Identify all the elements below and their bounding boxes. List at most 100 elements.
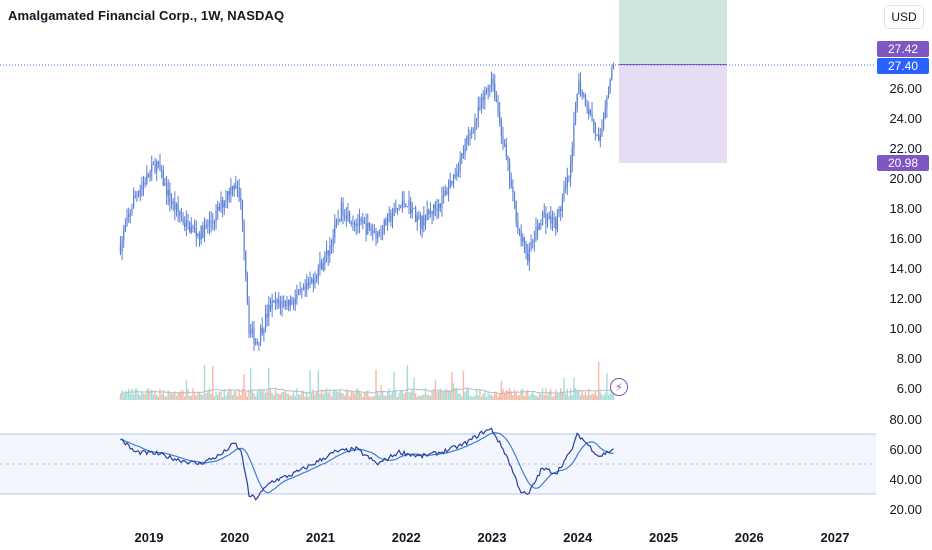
candle-body (316, 277, 318, 279)
candle-body (230, 186, 232, 196)
candle-body (459, 158, 461, 171)
volume-bar (439, 388, 442, 400)
volume-bar (332, 391, 334, 400)
candle-body (609, 80, 611, 92)
candle-body (540, 223, 542, 226)
candle-body (588, 109, 590, 114)
candle-body (133, 196, 135, 209)
candle-body (469, 133, 471, 136)
candle-body (227, 191, 229, 201)
rsi-tick-label: 20.00 (889, 502, 922, 517)
candle-body (408, 200, 410, 207)
volume-bar (467, 389, 470, 400)
candle-body (439, 203, 441, 208)
rsi-axis[interactable]: 20.00 40.00 60.00 80.00 (889, 412, 922, 517)
volume-pane (119, 361, 615, 400)
price-tag-last: 27.40 (877, 58, 929, 74)
volume-bar (263, 390, 265, 400)
candle-body (271, 300, 273, 309)
volume-bar (146, 389, 148, 400)
candle-body (299, 289, 301, 291)
candle-body (533, 240, 535, 242)
candle-body (241, 200, 244, 222)
volume-bar (329, 389, 331, 400)
candle-body (561, 199, 563, 211)
volume-bar (578, 389, 580, 400)
volume-bar (197, 391, 199, 400)
volume-bar (230, 390, 232, 400)
time-axis[interactable]: 2019 2020 2021 2022 2023 2024 2025 2026 2027 (135, 530, 850, 545)
volume-bar (436, 391, 438, 400)
volume-bar (604, 392, 606, 400)
candle-body (154, 164, 156, 172)
volume-bar (362, 396, 364, 400)
candle-body (329, 245, 331, 256)
lightning-icon[interactable]: ⚡ (610, 378, 628, 396)
volume-bar (418, 395, 420, 400)
volume-bar (391, 390, 394, 400)
volume-bar (294, 395, 296, 400)
price-axis[interactable]: 6.00 8.00 10.00 12.00 14.00 16.00 18.00 20.00 22… (889, 81, 922, 396)
y-tick-label: 24.00 (889, 111, 922, 126)
candle-body (414, 207, 417, 222)
volume-bar (535, 395, 537, 400)
candle-body (192, 227, 194, 229)
candle-body (217, 206, 219, 211)
candle-body (284, 301, 286, 307)
candle-body (302, 286, 305, 290)
volume-bar (527, 389, 529, 400)
candle-body (276, 299, 278, 304)
candle-body (548, 215, 550, 220)
currency-button[interactable]: USD (884, 5, 924, 29)
candle-body (266, 313, 268, 318)
volume-bar (381, 390, 384, 400)
candle-body (517, 221, 519, 229)
candle-body (383, 219, 385, 233)
candle-body (246, 276, 248, 303)
volume-bar (357, 388, 359, 400)
volume-bar (330, 396, 333, 400)
volume-bar (306, 391, 308, 400)
volume-bar (594, 391, 597, 400)
candle-body (566, 176, 568, 186)
rsi-ma-line (120, 432, 614, 494)
candle-body (185, 220, 187, 227)
volume-bar (495, 393, 498, 400)
volume-bar (365, 392, 367, 400)
volume-bar (170, 393, 173, 400)
candle-body (472, 131, 474, 133)
volume-bar (282, 391, 285, 400)
volume-bar (198, 391, 201, 400)
candle-body (568, 176, 570, 178)
candle-body (413, 207, 415, 209)
x-tick-label: 2023 (478, 530, 507, 545)
volume-bar (485, 396, 488, 400)
candle-body (393, 208, 395, 217)
volume-bar (522, 388, 524, 400)
candle-body (386, 214, 389, 226)
candle-body (251, 328, 253, 332)
candle-body (476, 118, 478, 121)
y-tick-label: 8.00 (897, 351, 922, 366)
volume-bar (408, 392, 410, 400)
candle-body (385, 219, 387, 226)
volume-bar (401, 390, 404, 400)
candle-body (390, 213, 392, 222)
volume-bar (238, 389, 240, 400)
volume-bar (474, 395, 476, 400)
candle-body (235, 185, 237, 189)
candle-body (522, 238, 524, 242)
candle-body (373, 230, 375, 233)
volume-bar (119, 395, 122, 400)
volume-ma-line (119, 387, 614, 396)
candle-body (225, 200, 227, 202)
candle-body (283, 301, 285, 303)
candle-body (396, 208, 399, 210)
candle-body (565, 185, 567, 189)
volume-bar (606, 372, 608, 400)
x-tick-label: 2019 (135, 530, 164, 545)
candle-body (119, 245, 122, 253)
volume-bar (231, 394, 234, 400)
candle-body (452, 174, 455, 185)
